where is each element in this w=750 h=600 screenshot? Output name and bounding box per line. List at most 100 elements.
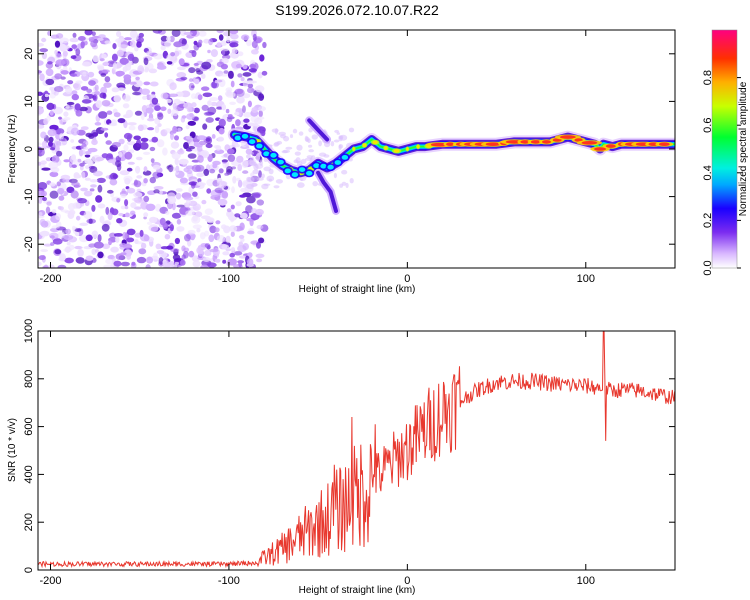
noise-blob <box>191 164 201 173</box>
noise-blob <box>38 255 46 261</box>
noise-blob <box>308 149 315 153</box>
noise-blob <box>181 245 186 252</box>
noise-blob <box>55 53 62 58</box>
noise-blob <box>172 102 177 110</box>
noise-blob <box>174 158 179 166</box>
noise-blob <box>124 37 132 41</box>
noise-blob <box>227 258 237 266</box>
noise-blob <box>230 80 235 88</box>
noise-blob <box>49 182 56 187</box>
noise-blob <box>167 196 177 205</box>
noise-blob <box>96 37 104 42</box>
noise-blob <box>77 158 82 163</box>
noise-blob <box>115 236 120 243</box>
noise-blob <box>81 61 92 67</box>
noise-blob <box>192 260 201 268</box>
noise-blob <box>187 229 196 235</box>
noise-blob <box>113 233 124 237</box>
noise-blob <box>79 162 85 167</box>
noise-blob <box>220 63 228 70</box>
noise-blob <box>50 242 55 246</box>
ridge-blob <box>320 163 327 169</box>
noise-blob <box>210 49 218 58</box>
noise-blob <box>178 158 189 165</box>
noise-blob <box>278 131 287 136</box>
noise-blob <box>215 220 221 225</box>
noise-blob <box>54 86 64 93</box>
noise-blob <box>338 144 344 149</box>
noise-blob <box>106 110 113 115</box>
noise-blob <box>70 127 80 136</box>
noise-blob <box>158 257 164 265</box>
ridge-blob <box>327 164 334 170</box>
colorbar-gradient <box>711 29 738 269</box>
y-tick-label: 10 <box>23 95 35 107</box>
noise-blob <box>258 110 263 118</box>
noise-blob <box>241 34 250 41</box>
noise-blob <box>49 147 56 151</box>
noise-blob <box>89 179 98 183</box>
noise-blob <box>63 234 74 240</box>
noise-blob <box>187 120 196 126</box>
noise-blob <box>247 230 255 235</box>
noise-blob <box>160 35 168 42</box>
noise-blob <box>225 87 233 93</box>
noise-blob <box>260 130 266 137</box>
ridge-blob <box>263 151 270 157</box>
noise-blob <box>175 165 180 173</box>
noise-blob <box>149 176 156 184</box>
noise-blob <box>201 73 206 79</box>
noise-blob <box>119 243 127 248</box>
noise-blob <box>183 31 193 36</box>
noise-blob <box>169 224 174 232</box>
noise-blob <box>192 224 202 229</box>
noise-blob <box>38 142 42 146</box>
noise-blob <box>222 259 227 264</box>
noise-blob <box>166 61 173 65</box>
noise-blob <box>70 55 77 59</box>
noise-blob <box>138 32 144 38</box>
noise-blob <box>245 205 253 214</box>
noise-blob <box>57 187 65 195</box>
noise-blob <box>123 144 129 152</box>
noise-blob <box>240 237 245 243</box>
hotspot <box>416 144 420 149</box>
noise-blob <box>136 256 147 264</box>
noise-blob <box>152 171 161 179</box>
noise-blob <box>246 183 255 189</box>
noise-blob <box>72 83 79 89</box>
noise-blob <box>169 82 177 91</box>
noise-blob <box>157 112 164 120</box>
noise-blob <box>43 264 49 268</box>
noise-blob <box>164 233 171 240</box>
noise-blob <box>47 61 53 65</box>
noise-blob <box>119 170 130 176</box>
noise-blob <box>134 199 145 204</box>
noise-blob <box>135 165 141 174</box>
noise-blob <box>181 115 187 119</box>
noise-blob <box>58 116 62 120</box>
noise-blob <box>40 190 47 197</box>
noise-blob <box>238 234 245 239</box>
noise-blob <box>236 88 245 97</box>
noise-blob <box>40 160 47 165</box>
noise-blob <box>223 70 229 74</box>
noise-blob <box>168 93 179 98</box>
noise-blob <box>83 190 93 197</box>
noise-blob <box>255 85 265 93</box>
noise-blob <box>224 172 230 176</box>
snr-frame <box>37 330 676 571</box>
noise-blob <box>196 172 205 177</box>
x-tick-label: -200 <box>39 575 61 587</box>
noise-blob <box>206 178 215 187</box>
noise-blob <box>221 190 229 199</box>
noise-blob <box>258 237 265 244</box>
noise-blob <box>227 114 233 118</box>
noise-blob <box>95 195 103 203</box>
noise-blob <box>107 189 114 194</box>
noise-blob <box>183 196 194 201</box>
y-tick-label: 400 <box>23 465 35 483</box>
noise-blob <box>243 112 253 118</box>
noise-blob <box>108 174 113 180</box>
